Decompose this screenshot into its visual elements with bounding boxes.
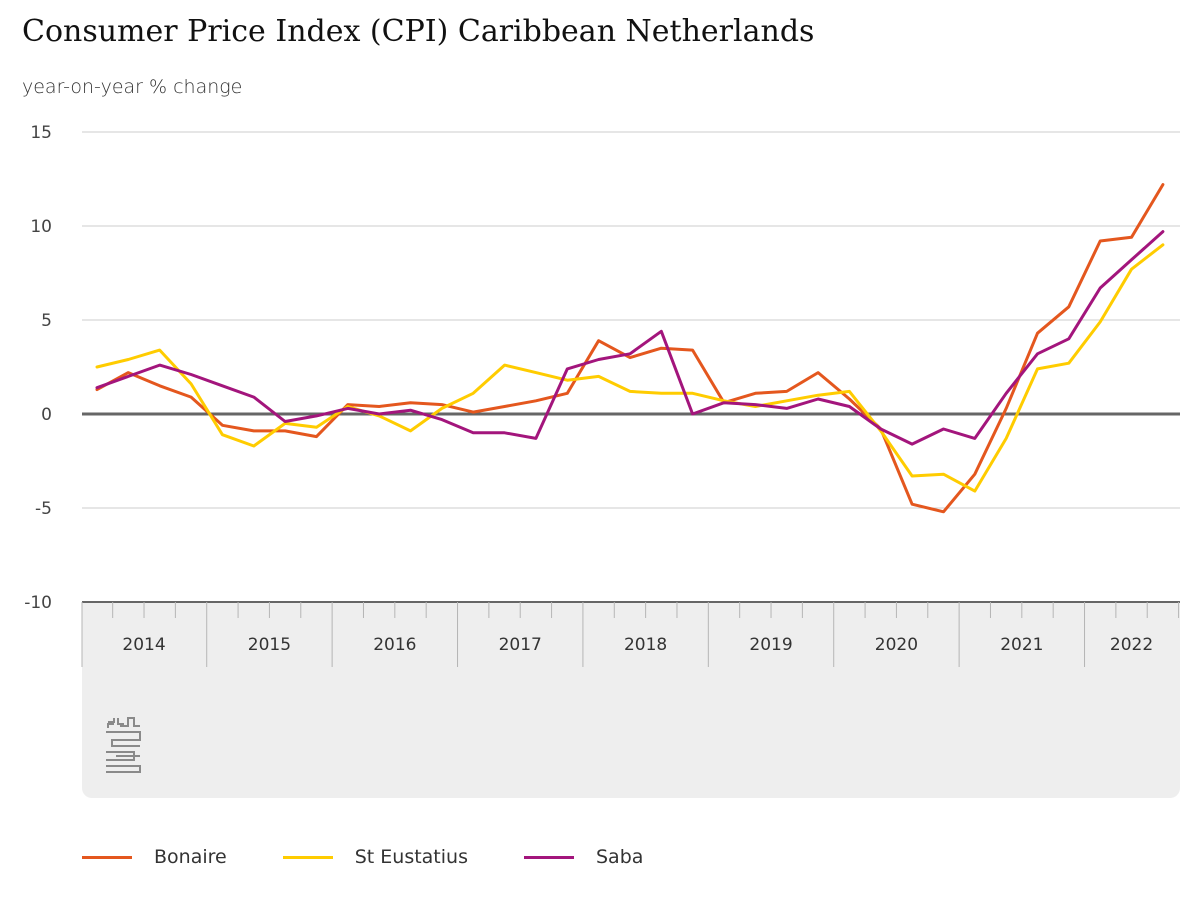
chart-subtitle: year-on-year % change (22, 76, 243, 98)
legend-item: Saba (523, 846, 644, 868)
year-labels: 2014 2015 2016 2017 2018 2019 2020 2021 2022 (122, 635, 1153, 655)
year-band-background (82, 602, 1180, 798)
y-tick-label: 0 (41, 405, 52, 425)
year-label: 2018 (624, 635, 667, 655)
legend-swatch (282, 855, 333, 859)
y-tick-label: 10 (30, 217, 52, 237)
year-label: 2014 (122, 635, 165, 655)
y-tick-label: -10 (24, 593, 52, 613)
series-line-bonaire (95, 183, 1165, 514)
year-label: 2017 (499, 635, 542, 655)
series-line-st-eustatius (95, 243, 1165, 493)
y-tick-label: 15 (30, 123, 52, 143)
y-tick-label: -5 (35, 499, 52, 519)
legend-swatch (523, 855, 574, 859)
year-band-panel (82, 602, 1180, 798)
legend-label: St Eustatius (354, 846, 468, 868)
series-line-saba (95, 230, 1165, 446)
legend-swatch (82, 855, 132, 859)
legend-label: Saba (595, 846, 644, 868)
grid-lines (82, 131, 1180, 603)
legend-item: Bonaire (82, 846, 227, 868)
legend-label: Bonaire (154, 846, 227, 868)
series-lines (95, 183, 1165, 514)
chart-title: Consumer Price Index (CPI) Caribbean Net… (22, 14, 815, 49)
chart-plot: 15 10 5 0 -5 -10 2014 2015 2016 2017 2018 2019 2020… (24, 123, 1180, 798)
year-label: 2022 (1110, 635, 1153, 655)
legend-item: St Eustatius (282, 846, 468, 868)
year-label: 2015 (248, 635, 291, 655)
year-label: 2019 (749, 635, 792, 655)
year-label: 2020 (875, 635, 918, 655)
y-tick-label: 5 (41, 311, 52, 331)
year-label: 2016 (373, 635, 416, 655)
x-axis-ticks (81, 602, 1180, 667)
year-band-panel-top (82, 602, 1180, 622)
cbs-logo-icon (106, 717, 141, 773)
y-tick-labels: 15 10 5 0 -5 -10 (24, 123, 52, 613)
chart-legend: Bonaire St Eustatius Saba (82, 846, 699, 868)
year-label: 2021 (1000, 635, 1043, 655)
